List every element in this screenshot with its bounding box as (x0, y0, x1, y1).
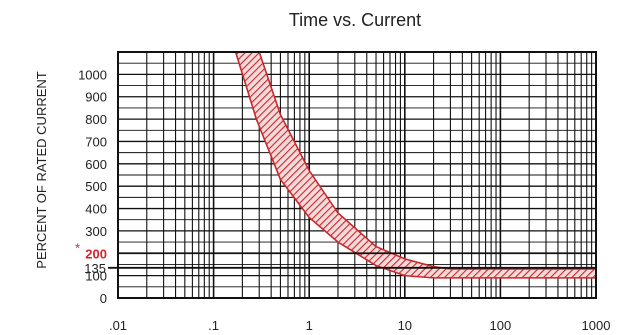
y-tick-label: 400 (85, 202, 107, 217)
y-tick-label: 900 (85, 90, 107, 105)
y-tick-label: 600 (85, 157, 107, 172)
annotation-135: 135 (84, 261, 106, 276)
annotation-200: 200 (85, 246, 107, 261)
y-tick-label: 500 (85, 179, 107, 194)
y-tick-label: 300 (85, 224, 107, 239)
x-tick-label: 10 (398, 318, 412, 333)
x-tick-label: 100 (490, 318, 512, 333)
x-tick-labels: .01 .1 1 10 100 1000 (109, 318, 611, 333)
y-axis-label: PERCENT OF RATED CURRENT (34, 71, 49, 268)
reference-lines (108, 252, 596, 269)
grid (117, 52, 596, 298)
y-tick-labels: 0 100 300 400 500 600 700 800 900 1000 (78, 67, 107, 306)
y-tick-label: 0 (100, 291, 107, 306)
x-tick-label: 1 (306, 318, 313, 333)
y-tick-label: 700 (85, 134, 107, 149)
chart-title: Time vs. Current (289, 10, 421, 30)
y-tick-label: 800 (85, 112, 107, 127)
x-tick-label: .1 (208, 318, 219, 333)
annotation-asterisk: * (75, 240, 80, 255)
x-tick-label: 1000 (582, 318, 611, 333)
x-tick-label: .01 (109, 318, 127, 333)
y-tick-label: 1000 (78, 67, 107, 82)
y-tick-label: 100 (85, 269, 107, 284)
plot-frame (117, 51, 597, 299)
